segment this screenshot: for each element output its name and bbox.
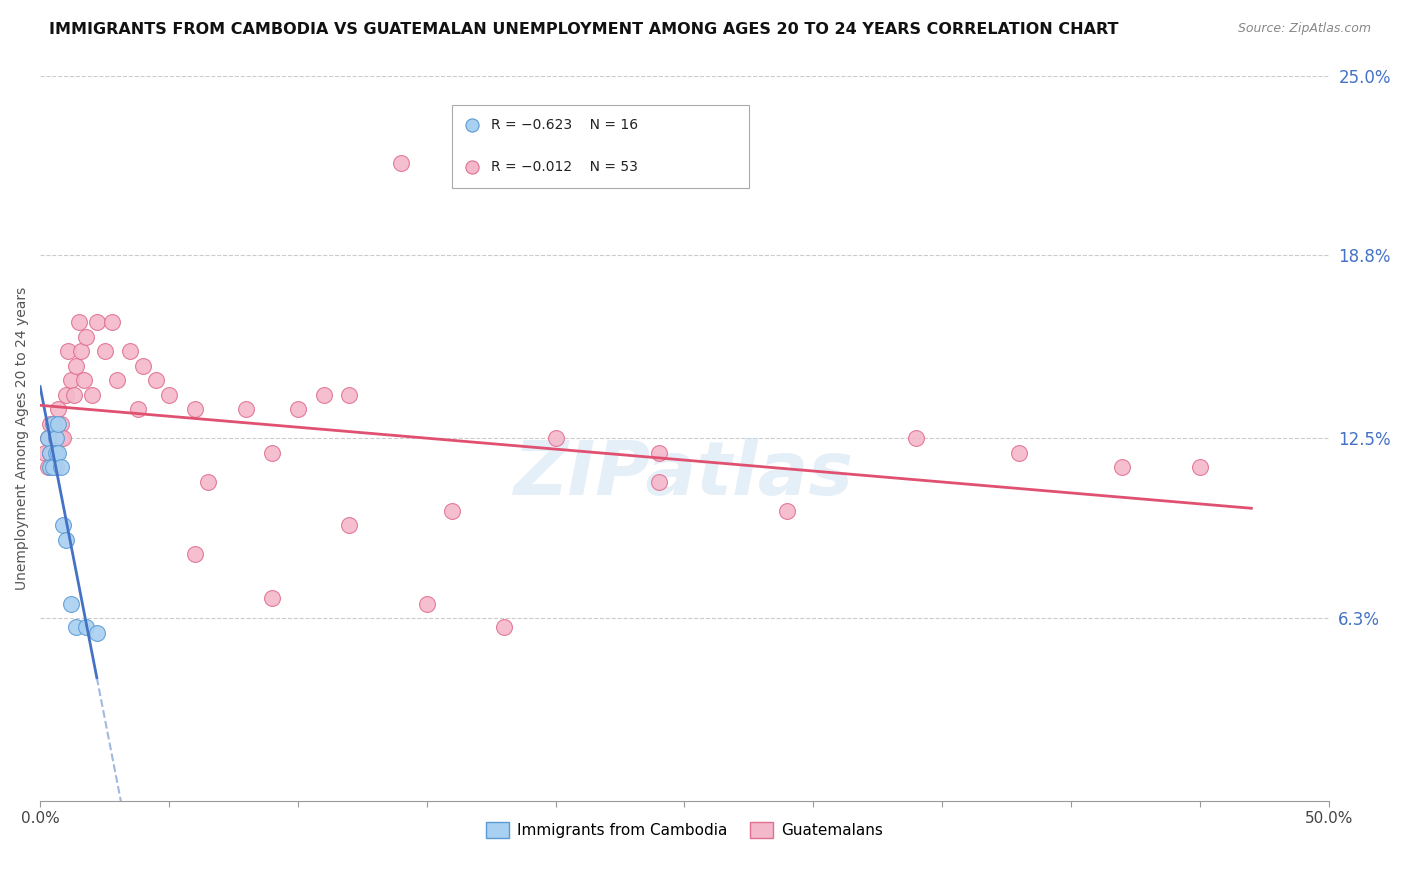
Point [86, 625, 108, 640]
Point [39, 446, 62, 460]
Point [60, 373, 83, 387]
Point [157, 387, 180, 401]
Point [39, 446, 62, 460]
Point [492, 620, 515, 634]
Point [441, 504, 464, 518]
Point [49, 460, 72, 475]
Text: R = −0.623    N = 16: R = −0.623 N = 16 [491, 119, 638, 132]
Point [1188, 460, 1211, 475]
Point [62, 387, 84, 401]
Point [46, 417, 69, 431]
Point [45, 460, 67, 475]
Point [120, 344, 142, 359]
Point [905, 431, 928, 445]
Point [58, 344, 80, 359]
Point [73, 373, 96, 387]
Point [197, 475, 219, 489]
Point [45, 431, 67, 445]
Text: Source: ZipAtlas.com: Source: ZipAtlas.com [1237, 22, 1371, 36]
Point [65, 620, 87, 634]
Point [184, 402, 207, 417]
FancyBboxPatch shape [453, 104, 749, 188]
Point [1111, 460, 1133, 475]
Point [145, 373, 167, 387]
Point [55, 387, 77, 401]
Point [312, 387, 335, 401]
Point [184, 547, 207, 561]
Point [52, 431, 75, 445]
Point [132, 359, 155, 373]
Point [1008, 446, 1031, 460]
Point [52, 518, 75, 533]
Point [49, 431, 72, 445]
Point [37, 431, 59, 445]
Point [101, 315, 124, 329]
Point [60, 597, 83, 611]
Point [107, 373, 129, 387]
Point [67, 315, 90, 329]
Point [287, 402, 309, 417]
Point [337, 518, 360, 533]
Point [776, 504, 799, 518]
Point [42, 417, 65, 431]
Point [647, 446, 669, 460]
Point [42, 460, 65, 475]
Point [39, 417, 62, 431]
Point [647, 475, 669, 489]
Point [39, 460, 62, 475]
Point [127, 402, 149, 417]
Point [46, 402, 69, 417]
Point [389, 155, 412, 169]
Text: R = −0.012    N = 53: R = −0.012 N = 53 [491, 160, 638, 174]
Point [76, 329, 98, 343]
Point [544, 431, 567, 445]
Point [260, 591, 283, 605]
Point [37, 431, 59, 445]
Point [93, 344, 115, 359]
Point [260, 446, 283, 460]
Point [45, 446, 67, 460]
Point [80, 387, 103, 401]
Point [37, 460, 59, 475]
Point [70, 344, 93, 359]
Point [337, 387, 360, 401]
Point [34, 446, 56, 460]
Point [76, 620, 98, 634]
Point [235, 402, 257, 417]
Point [415, 597, 437, 611]
Y-axis label: Unemployment Among Ages 20 to 24 years: Unemployment Among Ages 20 to 24 years [15, 286, 30, 590]
Point [45, 431, 67, 445]
Point [86, 315, 108, 329]
Text: ZIPatlas: ZIPatlas [515, 438, 855, 511]
Point [42, 446, 65, 460]
Point [49, 417, 72, 431]
Text: IMMIGRANTS FROM CAMBODIA VS GUATEMALAN UNEMPLOYMENT AMONG AGES 20 TO 24 YEARS CO: IMMIGRANTS FROM CAMBODIA VS GUATEMALAN U… [49, 22, 1119, 37]
Point [55, 533, 77, 547]
Legend: Immigrants from Cambodia, Guatemalans: Immigrants from Cambodia, Guatemalans [479, 816, 889, 844]
Point [46, 446, 69, 460]
Point [65, 359, 87, 373]
